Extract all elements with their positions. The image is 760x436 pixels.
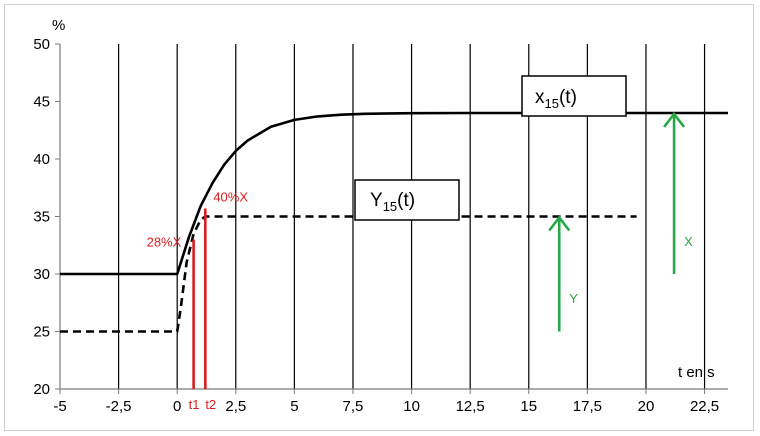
x-tick-label: 22,5 [690,398,719,415]
x-tick-label: 10 [403,398,420,415]
marker-40-label: 40%X [213,189,248,204]
x15-label-tail: (t) [559,87,577,108]
x-tick-label: 20 [638,398,655,415]
x15-label-sub: 15 [545,96,559,111]
t2-label: t2 [205,397,216,412]
x-tick-label: 2,5 [225,398,246,415]
t1-label: t1 [189,397,200,412]
y-arrow-head [548,215,571,232]
y-axis-label: % [52,17,65,34]
x-axis-label: t en s [678,364,715,381]
svg-text:Y15(t): Y15(t) [370,190,415,214]
y15-label-main: Y [370,190,383,211]
y-tick-label: 35 [33,209,50,226]
y-arrow-label: Y [569,291,578,306]
chart-frame [4,4,754,431]
y15-label-sub: 15 [383,199,397,214]
annotation-markers: t1 t2 40%X 28%X Y X [147,111,693,412]
x-tick-label: 0 [173,398,181,415]
x15-label-main: x [535,87,545,108]
x-tick-label: 15 [520,398,537,415]
y-tick-label: 40 [33,151,50,168]
y-tick-label: 20 [33,381,50,398]
tick-labels: 20 25 30 35 40 45 50 -5 -2,5 0 2,5 5 7,5 10 12,5 15 17,5… [33,36,719,415]
y-tick-label: 30 [33,266,50,283]
y15-label-box: Y15(t) [354,179,460,221]
x-tick-label: -2,5 [106,398,132,415]
x-tick-label: -5 [53,398,66,415]
svg-text:x15(t): x15(t) [535,87,577,111]
series-line-y15t [60,215,637,333]
x-arrow-label: X [684,234,693,249]
y-tick-label: 50 [33,36,50,53]
x-tick-label: 5 [290,398,298,415]
x-tick-label: 7,5 [343,398,364,415]
x-arrow-head [663,111,686,128]
y15-label-tail: (t) [397,190,415,211]
series-lines [60,111,728,333]
y-tick-label: 45 [33,94,50,111]
y-tick-label: 25 [33,324,50,341]
x15-label-box: x15(t) [521,75,627,117]
x-tick-label: 17,5 [573,398,602,415]
marker-28-label: 28%X [147,235,182,250]
x-tick-label: 12,5 [456,398,485,415]
